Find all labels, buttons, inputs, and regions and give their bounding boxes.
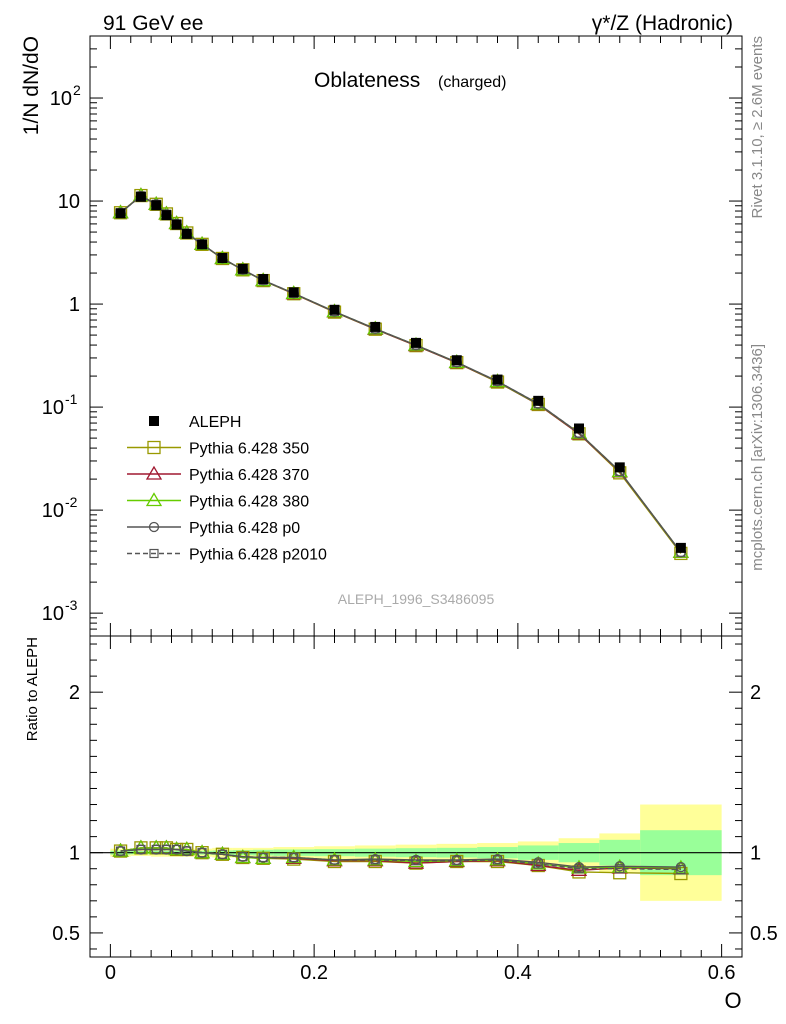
ratio-4-point [197, 848, 207, 858]
ratio-series [112, 839, 690, 881]
ratio-y-tick-label-right: 0.5 [750, 923, 778, 945]
legend-marker [148, 521, 160, 533]
ratio-4-point [676, 864, 686, 875]
rivet-label: Rivet 3.1.10, ≥ 2.6M events [749, 36, 766, 219]
data-point [181, 228, 192, 239]
ratio-y-tick-label: 1 [69, 843, 80, 865]
x-axis: 0 0.2 0.4 0.6 [105, 636, 736, 984]
x-tick-label: 0.6 [708, 962, 736, 984]
ratio-4-point [574, 864, 584, 874]
ratio-line-3 [120, 848, 681, 868]
x-axis-label: O [724, 988, 741, 1013]
header-right: γ*/Z (Hadronic) [592, 12, 733, 35]
header-left: 91 GeV ee [103, 12, 203, 35]
ratio-4-point [329, 855, 340, 865]
legend-marker [149, 416, 159, 426]
legend-marker [145, 465, 163, 480]
ratio-4-point [238, 852, 248, 862]
data-point [171, 219, 182, 230]
ratio-uncertainty-bands [90, 804, 742, 901]
ratio-4-point [217, 849, 228, 859]
legend: ALEPH Pythia 6.428 350 Pythia 6.428 370 Pyt… [127, 414, 327, 564]
ratio-4-point [370, 855, 380, 865]
data-point [370, 321, 381, 332]
ratio-4-point [452, 856, 462, 866]
plot-title: Oblateness [314, 69, 420, 92]
legend-label: Pythia 6.428 380 [189, 494, 309, 511]
ratio-plot-frame [89, 635, 743, 958]
legend-marker [145, 492, 163, 507]
y-tick-label: 10 [42, 397, 64, 419]
ratio-y-axis-label: Ratio to ALEPH [24, 637, 41, 741]
x-tick-label: 0.4 [504, 962, 532, 984]
ratio-plot-panel: 0.5 0.5 1 1 2 2 Ratio to ALEPH 0 0.2 0.4 0.6 O [24, 635, 778, 1013]
data-point [492, 374, 503, 385]
plot-subtitle: (charged) [438, 74, 506, 91]
data-point [151, 200, 162, 211]
data-point [115, 208, 126, 219]
y-tick-exponent: -1 [65, 391, 78, 407]
x-tick-label: 0 [105, 962, 116, 984]
y-tick-exponent: -2 [65, 494, 78, 510]
legend-marker [149, 548, 159, 559]
ratio-4-point [492, 855, 503, 865]
data-point [411, 337, 421, 348]
y-tick-label: 1 [69, 294, 80, 316]
ratio-4-point [615, 864, 625, 874]
ratio-4-point [289, 852, 299, 863]
ratio-4-point [171, 844, 182, 855]
ratio-4-point [151, 844, 161, 855]
ratio-y-tick-label: 2 [69, 682, 80, 704]
y-tick-label: 10 [42, 603, 64, 625]
data-point [574, 423, 584, 434]
analysis-watermark: ALEPH_1996_S3486095 [338, 591, 495, 607]
legend-label: Pythia 6.428 p2010 [189, 547, 327, 564]
data-point [288, 287, 299, 298]
data-points [115, 191, 686, 553]
ratio-4-point [533, 859, 543, 869]
ratio-4-point [161, 844, 172, 855]
data-point [217, 253, 228, 264]
data-point [329, 304, 340, 315]
legend-label: ALEPH [189, 414, 241, 431]
y-tick-exponent: -3 [65, 597, 78, 613]
main-plot-frame [89, 35, 743, 637]
data-point [237, 263, 248, 274]
ratio-4-point [136, 844, 146, 855]
data-point [258, 274, 269, 285]
ratio-y-tick-label: 0.5 [52, 923, 80, 945]
ratio-4-point [115, 846, 126, 856]
ratio-4-point [182, 846, 192, 856]
y-tick-label: 10 [58, 191, 80, 213]
ratio-y-axis: 0.5 0.5 1 1 2 2 [52, 643, 778, 950]
ratio-4-point [258, 852, 268, 863]
ratio-line-4 [120, 848, 681, 871]
legend-marker [147, 440, 161, 455]
ratio-y-tick-label-right: 2 [750, 682, 761, 704]
data-point [614, 462, 625, 473]
data-point [675, 542, 686, 553]
data-point [135, 191, 146, 202]
ratio-y-tick-label-right: 1 [750, 843, 761, 865]
ratio-4-point [411, 856, 421, 866]
x-tick-label: 0.2 [300, 962, 328, 984]
legend-label: Pythia 6.428 370 [189, 467, 309, 484]
main-y-axis-label: 1/N dN/dO [20, 36, 43, 135]
data-point [451, 355, 462, 366]
data-point [197, 239, 208, 250]
data-point [161, 210, 172, 221]
y-tick-label: 10 [50, 88, 72, 110]
y-tick-label: 10 [42, 500, 64, 522]
legend-label: Pythia 6.428 350 [189, 441, 309, 458]
y-tick-exponent: 2 [73, 82, 81, 98]
legend-label: Pythia 6.428 p0 [189, 520, 300, 537]
mcplots-label: mcplots.cern.ch [arXiv:1306.3436] [749, 344, 766, 571]
data-point [533, 395, 544, 406]
